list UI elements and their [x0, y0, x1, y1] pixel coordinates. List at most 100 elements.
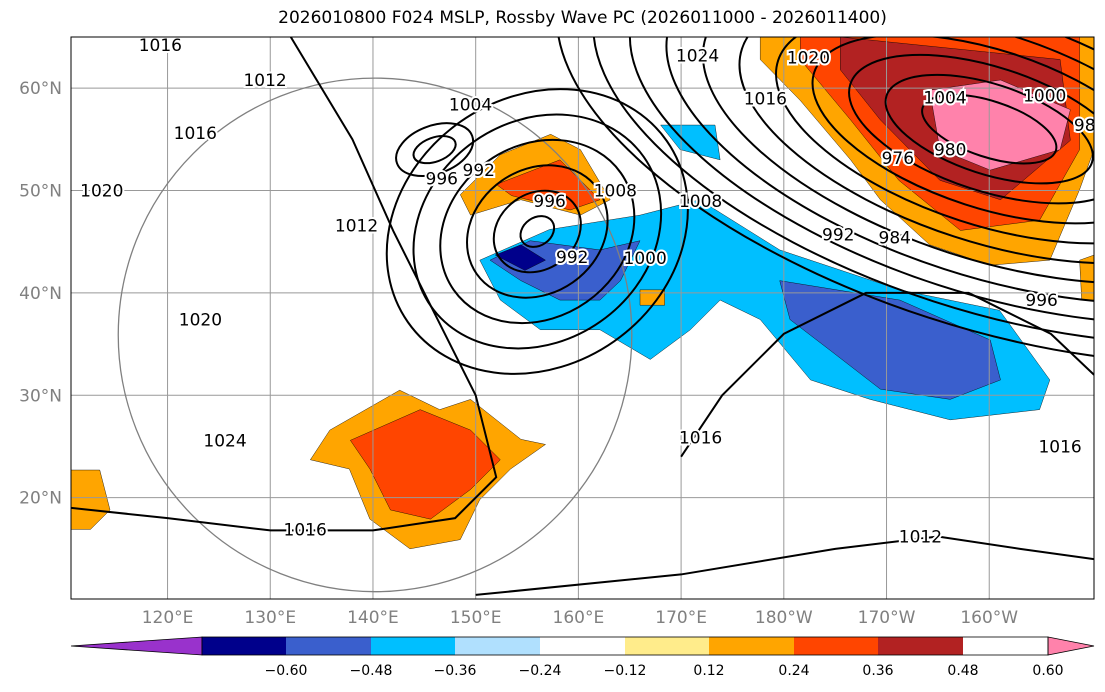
anomaly-region: [350, 409, 501, 520]
shading-layer: [71, 37, 1094, 550]
isobar-1000: [466, 164, 609, 299]
colorbar-swatch: [371, 637, 455, 655]
contour-label: 1012: [243, 71, 286, 91]
contour-label: 1016: [139, 36, 182, 56]
colorbar-swatch: [878, 637, 963, 655]
contour-label: 1016: [174, 124, 217, 144]
colorbar-tick-label: −0.12: [604, 663, 647, 679]
isobar-1000: [395, 122, 475, 177]
anomaly-region: [639, 289, 665, 306]
contour-label: 1016: [744, 89, 787, 109]
contour-label: 1020: [80, 182, 123, 202]
anomaly-region: [1079, 254, 1094, 301]
isobar-1016: [555, 37, 1094, 365]
isobar-1008: [628, 37, 1094, 325]
colorbar-tick-label: 0.48: [947, 663, 978, 679]
colorbar-frame: [201, 636, 1049, 656]
colorbar-tick-label: −0.24: [519, 663, 562, 679]
colorbar-tick-label: 0.24: [778, 663, 809, 679]
colorbar-swatch: [202, 637, 286, 655]
colorbar-tick-label: −0.36: [434, 663, 477, 679]
contour-label: 1024: [676, 46, 719, 66]
colorbar-swatch: [540, 637, 625, 655]
colorbar-extend-low: [70, 636, 203, 656]
colorbar-tick-label: 0.12: [693, 663, 724, 679]
contour-label: 1012: [899, 528, 942, 548]
chart-title: 2026010800 F024 MSLP, Rossby Wave PC (20…: [278, 8, 887, 28]
contour-label: 1000: [624, 249, 667, 269]
y-tick-label: 60°N: [19, 79, 62, 99]
colorbar-swatch: [709, 637, 794, 655]
isobar-980: [884, 73, 1094, 185]
isobar-1012: [385, 88, 689, 375]
contour-label: 1016: [679, 428, 722, 448]
x-tick-label: 160°W: [960, 608, 1018, 628]
y-tick-label: 30°N: [19, 386, 62, 406]
colorbar-swatch: [794, 637, 878, 655]
contour-label: 996: [426, 169, 458, 189]
x-tick-label: 160°E: [553, 608, 605, 628]
contour-label: 98: [1074, 116, 1096, 136]
map-frame: [70, 36, 1095, 600]
colorbar-tick-label: 0.36: [862, 663, 893, 679]
isobar-996: [412, 135, 457, 165]
isobar-1004: [439, 138, 636, 325]
contour-label: 1008: [594, 182, 637, 202]
anomaly-region: [929, 79, 1071, 171]
isobar-992: [775, 37, 1094, 245]
contour-label: 996: [1025, 291, 1057, 311]
contour-label: 1000: [1023, 86, 1066, 106]
colorbar-swatch: [286, 637, 371, 655]
isobar-1016: [680, 291, 1094, 458]
anomaly-region: [660, 124, 721, 161]
colorbar-extend-high: [1047, 636, 1095, 656]
colorbar-swatch: [625, 637, 709, 655]
isobar-1004: [665, 37, 1094, 305]
x-tick-label: 180°W: [755, 608, 813, 628]
contour-label: 1008: [679, 192, 722, 212]
anomaly-region: [495, 159, 601, 211]
x-tick-label: 140°E: [347, 608, 399, 628]
contour-label: 1020: [179, 311, 222, 331]
contour-label: 996: [533, 192, 565, 212]
x-tick-label: 130°E: [244, 608, 296, 628]
contour-label: 1012: [335, 216, 378, 236]
isobar-1012: [475, 535, 1094, 596]
x-tick-label: 170°E: [655, 608, 707, 628]
isobar-984: [848, 53, 1094, 205]
contour-label: 1024: [203, 431, 246, 451]
anomaly-region: [494, 244, 546, 271]
contour-label: 1004: [449, 96, 492, 116]
y-tick-label: 20°N: [19, 489, 62, 509]
contour-label: 992: [556, 248, 588, 268]
isobar-996: [492, 189, 582, 274]
x-tick-label: 120°E: [142, 608, 194, 628]
axis-ticks: 120°E 130°E 140°E 150°E 160°E 170°E 180°W 170°W…: [19, 79, 1018, 628]
contour-label: 984: [879, 229, 911, 249]
contour-label: 1016: [284, 520, 327, 540]
colorbar-tick-label: −0.48: [350, 663, 393, 679]
x-tick-label: 170°W: [858, 608, 916, 628]
colorbar-swatch: [455, 637, 540, 655]
contour-label: 992: [822, 226, 854, 246]
contour-label: 976: [882, 149, 914, 169]
isobar-1016: [71, 37, 498, 532]
x-tick-label: 150°E: [450, 608, 502, 628]
range-circle: [117, 77, 633, 593]
contour-label: 980: [934, 141, 966, 161]
isobar-1012: [592, 37, 1094, 345]
colorbar: −0.60 −0.48 −0.36 −0.24 −0.12 0.12 0.24 0.36 0.4…: [70, 636, 1095, 679]
colorbar-tick-label: −0.60: [265, 663, 308, 679]
contour-label: 992: [463, 161, 495, 181]
isobar-976: [921, 93, 1058, 165]
isobar-992: [519, 215, 556, 248]
contour-label: 1016: [1038, 437, 1081, 457]
y-tick-label: 50°N: [19, 182, 62, 202]
contour-label: 1020: [787, 48, 830, 68]
colorbar-tick-label: 0.60: [1032, 663, 1063, 679]
isobar-988: [811, 37, 1094, 225]
y-tick-label: 40°N: [19, 284, 62, 304]
anomaly-region: [71, 469, 111, 530]
anomaly-region: [779, 280, 1001, 400]
